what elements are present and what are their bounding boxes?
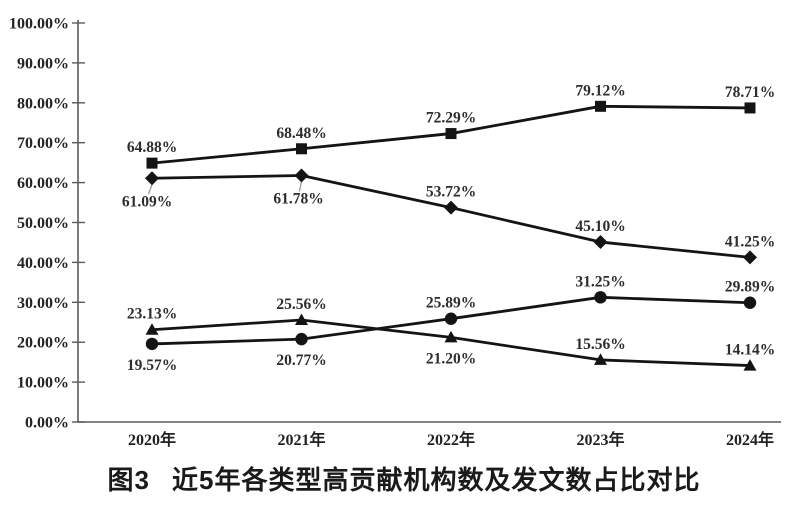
data-point-label: 79.12% (575, 82, 625, 99)
data-point-label: 23.13% (127, 306, 177, 323)
y-axis-tick-label: 100.00% (9, 16, 69, 33)
diamond-marker (294, 168, 309, 183)
circle-marker (295, 332, 308, 346)
data-label-leader-line (147, 184, 153, 195)
y-axis-tick-label: 20.00% (17, 335, 69, 352)
x-axis-tick-label: 2022年 (427, 430, 475, 449)
diamond-marker (145, 171, 159, 186)
circle-marker (145, 337, 159, 351)
data-label-leader-line (298, 181, 303, 192)
line-chart: 0.00% 10.00% 20.00% 30.00% 40.00% 50.00% 60.00… (9, 16, 781, 449)
data-point-label: 78.71% (725, 84, 775, 101)
x-axis-tick-label: 2021年 (277, 430, 325, 449)
square-marker (296, 143, 307, 155)
triangle-marker (594, 353, 607, 365)
data-point-label: 20.77% (276, 352, 326, 369)
figure-caption: 图3 近5年各类型高贡献机构数及发文数占比对比 (0, 460, 808, 497)
diamond-marker (743, 250, 757, 265)
y-axis-tick-label: 50.00% (17, 215, 69, 232)
y-axis-tick-label: 70.00% (17, 135, 69, 152)
triangle-marker (743, 359, 757, 371)
data-point-label: 61.09% (122, 193, 172, 210)
diamond-marker (444, 200, 458, 215)
x-axis-tick-label: 2024年 (726, 430, 774, 449)
triangle-marker (295, 313, 308, 326)
square-marker (146, 157, 158, 169)
diamond-marker (593, 235, 608, 250)
data-point-label: 21.20% (426, 350, 476, 367)
data-point-label: 61.78% (273, 190, 323, 207)
data-point-label: 25.56% (276, 296, 326, 313)
figure-number: 图3 (107, 465, 150, 495)
data-point-label: 14.14% (725, 342, 775, 359)
y-axis-tick-label: 30.00% (17, 295, 69, 312)
x-axis-tick-label: 2020年 (128, 430, 176, 449)
y-axis-tick-label: 10.00% (17, 375, 69, 392)
data-point-label: 72.29% (426, 110, 476, 127)
square-marker (744, 102, 756, 114)
data-point-label: 25.89% (426, 295, 476, 312)
data-point-label: 64.88% (127, 139, 177, 156)
data-point-label: 68.48% (276, 125, 326, 142)
data-point-label: 19.57% (127, 357, 177, 374)
y-axis-tick-label: 90.00% (17, 55, 69, 72)
data-point-label: 31.25% (575, 273, 625, 290)
x-axis-tick-label: 2023年 (576, 430, 624, 449)
y-axis-tick-label: 0.00% (25, 415, 69, 432)
square-marker (595, 100, 606, 112)
square-marker (445, 128, 457, 140)
data-point-label: 53.72% (426, 184, 476, 201)
circle-marker (594, 291, 607, 304)
y-axis-tick-label: 60.00% (17, 175, 69, 192)
data-point-label: 15.56% (575, 336, 625, 353)
y-axis-tick-label: 80.00% (17, 95, 69, 112)
y-axis-tick-label: 40.00% (17, 255, 69, 272)
data-point-label: 45.10% (575, 218, 625, 235)
triangle-marker (145, 323, 159, 335)
triangle-marker (444, 330, 458, 343)
circle-marker (743, 296, 757, 309)
data-point-label: 41.25% (725, 233, 775, 250)
data-point-label: 29.89% (725, 279, 775, 296)
circle-marker (444, 312, 458, 325)
figure-title: 近5年各类型高贡献机构数及发文数占比对比 (172, 465, 701, 495)
